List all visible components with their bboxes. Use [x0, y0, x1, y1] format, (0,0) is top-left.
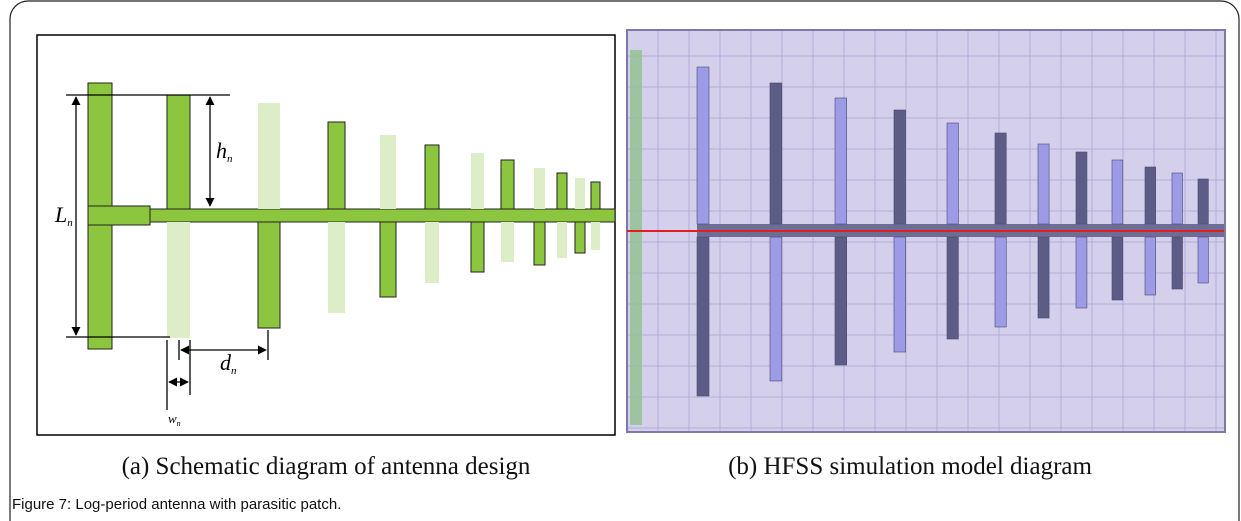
element-half: [1145, 167, 1156, 224]
element-half: [591, 222, 600, 250]
feed-line: [112, 209, 615, 222]
element-half: [770, 237, 782, 381]
element-half: [1076, 237, 1087, 308]
element-half: [471, 153, 484, 209]
element-half: [425, 145, 439, 209]
figure-caption: Figure 7: Log-period antenna with parasi…: [12, 496, 341, 513]
feed-stub: [88, 206, 150, 225]
element-half: [258, 222, 280, 328]
element-half: [1112, 237, 1123, 300]
element-half: [557, 173, 567, 209]
element-half: [1038, 144, 1049, 224]
element-half: [167, 222, 190, 338]
element-half: [328, 122, 345, 209]
element-half: [894, 110, 906, 224]
element-half: [1076, 152, 1087, 224]
element-half: [591, 182, 600, 209]
element-half: [575, 178, 585, 209]
element-half: [1172, 173, 1183, 224]
element-half: [167, 95, 190, 209]
element-half: [380, 135, 396, 209]
element-half: [471, 222, 484, 272]
element-half: [835, 98, 847, 224]
element-half: [1145, 237, 1156, 295]
element-half: [534, 168, 545, 209]
element-half: [995, 133, 1006, 224]
caption-a: (a) Schematic diagram of antenna design: [122, 453, 531, 480]
element-half: [258, 103, 280, 209]
element-half: [557, 222, 567, 258]
element-half: [697, 237, 709, 396]
element-half: [947, 237, 958, 339]
parasitic-strip: [630, 50, 642, 425]
element-half: [1112, 160, 1123, 224]
element-half: [835, 237, 847, 365]
element-half: [501, 222, 514, 262]
element-half: [995, 237, 1006, 327]
element-half: [947, 123, 958, 224]
element-half: [575, 222, 585, 253]
element-half: [380, 222, 396, 297]
element-half: [1172, 237, 1183, 289]
element-half: [1198, 179, 1208, 224]
element-half: [1198, 237, 1208, 283]
element-half: [697, 67, 709, 224]
page: Ln hn dn wn (a) Schematic diagram of ant…: [0, 0, 1241, 521]
element-half: [1038, 237, 1049, 318]
element-half: [534, 222, 545, 265]
figure: Ln hn dn wn (a) Schematic diagram of ant…: [0, 0, 1241, 521]
caption-b: (b) HFSS simulation model diagram: [728, 453, 1092, 480]
element-half: [501, 160, 514, 209]
element-half: [894, 237, 906, 352]
element-half: [770, 83, 782, 224]
element-half: [328, 222, 345, 313]
element-half: [425, 222, 439, 283]
